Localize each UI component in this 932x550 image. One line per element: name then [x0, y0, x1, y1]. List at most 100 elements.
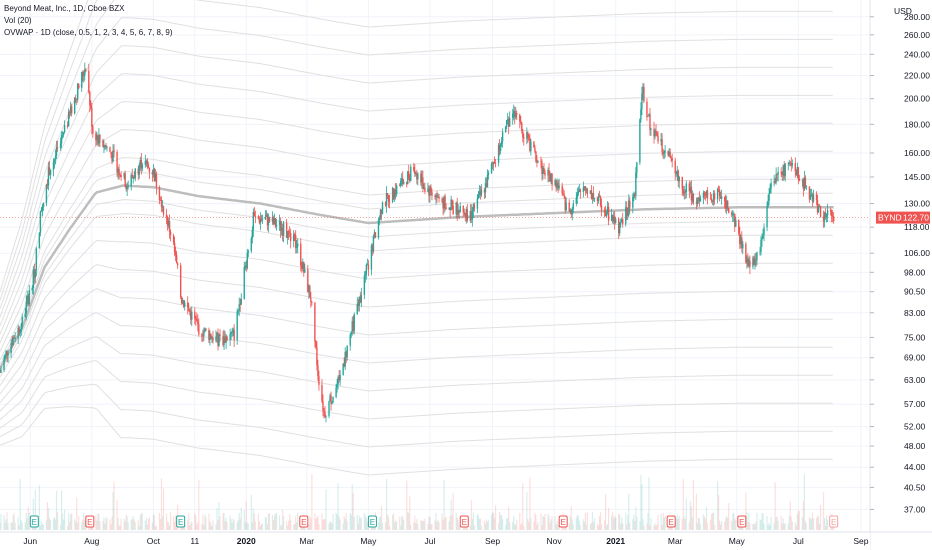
- volume-bar: [728, 503, 730, 530]
- earnings-marker-2[interactable]: E: [176, 515, 186, 528]
- candle: [741, 231, 743, 253]
- candle: [534, 144, 536, 154]
- candle: [612, 211, 615, 225]
- candle: [209, 330, 211, 346]
- candle: [558, 178, 560, 191]
- volume-bar: [646, 523, 648, 530]
- price-tag-symbol: BYND: [878, 213, 902, 223]
- volume-bar: [514, 524, 516, 530]
- candle: [770, 178, 772, 194]
- volume-bar: [703, 516, 706, 530]
- volume-bar: [11, 522, 13, 530]
- volume-bar: [5, 519, 7, 530]
- volume-bar: [132, 516, 134, 530]
- candle: [597, 193, 600, 204]
- volume-bar: [497, 523, 500, 530]
- volume-bar: [258, 521, 260, 530]
- candle: [398, 183, 401, 187]
- volume-bar: [0, 513, 2, 530]
- volume-bar: [485, 519, 488, 530]
- candle: [589, 190, 592, 194]
- candle: [238, 297, 240, 317]
- volume-bar: [190, 523, 192, 530]
- candle: [5, 349, 7, 359]
- volume-bar: [78, 515, 80, 530]
- candle: [550, 173, 552, 184]
- candle: [416, 169, 418, 185]
- volume-bar: [343, 516, 345, 530]
- candle: [551, 173, 553, 191]
- earnings-marker-0[interactable]: E: [29, 515, 39, 528]
- candle: [664, 144, 666, 158]
- volume-bar: [598, 515, 601, 530]
- candle: [89, 90, 91, 113]
- volume-bar: [780, 515, 782, 530]
- candle: [485, 177, 488, 188]
- candle: [796, 162, 799, 179]
- volume-bar: [324, 519, 326, 530]
- ovwap-band-lower-2: [0, 239, 833, 386]
- volume-bar: [815, 518, 818, 530]
- volume-bar: [625, 512, 627, 530]
- candle: [84, 62, 86, 81]
- volume-bar: [345, 512, 347, 530]
- candle: [385, 186, 388, 213]
- x-tick-label: Nov: [547, 536, 563, 546]
- earnings-marker-8[interactable]: E: [737, 515, 747, 528]
- candle: [119, 173, 121, 178]
- volume-bar: [19, 478, 21, 530]
- time-axis[interactable]: Jun Aug Oct 11 2020 Mar May Jul Sep Nov 2021 Mar May…: [0, 531, 932, 550]
- candle: [302, 258, 304, 272]
- ovwap-line: [0, 184, 834, 370]
- candle: [146, 158, 149, 170]
- candle: [625, 200, 627, 227]
- volume-bar: [650, 518, 652, 530]
- volume-bar: [812, 518, 815, 530]
- earnings-marker-4[interactable]: E: [367, 515, 377, 528]
- candle: [725, 195, 728, 215]
- volume-bar: [450, 499, 452, 530]
- candle: [606, 201, 609, 215]
- candle: [12, 335, 14, 347]
- legend-ovwap[interactable]: OVWAP · 1D (close, 0.5, 1, 2, 3, 4, 5, 6…: [4, 28, 173, 37]
- legend-symbol-title[interactable]: Beyond Meat, Inc., 1D, Cboe BZX: [4, 4, 125, 13]
- candle: [317, 359, 319, 382]
- legend-volume[interactable]: Vol (20): [4, 16, 32, 25]
- volume-bar: [823, 518, 826, 530]
- earnings-marker-5[interactable]: E: [459, 515, 469, 528]
- volume-bar: [555, 524, 557, 530]
- candle: [35, 246, 38, 277]
- volume-bar: [492, 512, 495, 530]
- candle: [337, 375, 339, 390]
- earnings-marker-7[interactable]: E: [666, 515, 676, 528]
- candle: [712, 190, 715, 206]
- candle: [127, 180, 129, 190]
- volume-bar: [161, 516, 164, 530]
- earnings-marker-9[interactable]: E: [829, 515, 839, 528]
- candle: [377, 217, 380, 240]
- price-axis[interactable]: 37.00 40.50 44.00 48.00 52.00 57.00 63.00 69.00…: [869, 0, 932, 550]
- earnings-marker-1[interactable]: E: [85, 515, 95, 528]
- volume-bar: [479, 518, 482, 530]
- volume-bar: [140, 512, 142, 530]
- volume-bar: [127, 522, 129, 530]
- volume-bar: [528, 521, 530, 530]
- volume-bar: [572, 524, 574, 530]
- volume-bar: [310, 518, 312, 530]
- candle: [583, 186, 586, 192]
- volume-bar: [188, 513, 190, 530]
- candle: [155, 171, 158, 195]
- y-tick-label: 106.00: [904, 248, 930, 258]
- earnings-marker-3[interactable]: E: [299, 515, 309, 528]
- candle: [656, 131, 658, 137]
- volume-bar: [469, 525, 471, 530]
- volume-bar: [42, 524, 44, 530]
- volume-bar: [822, 492, 825, 530]
- volume-bar: [174, 521, 176, 530]
- earnings-marker-6[interactable]: E: [558, 515, 568, 528]
- volume-bar: [357, 523, 359, 530]
- volume-bar: [656, 524, 658, 530]
- candle: [497, 143, 500, 167]
- ovwap-band-lower-7: [0, 360, 833, 429]
